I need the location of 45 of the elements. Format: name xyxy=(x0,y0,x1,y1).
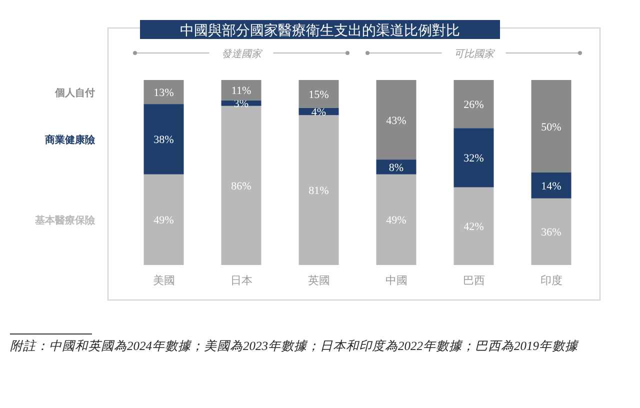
bar xyxy=(531,198,572,265)
data-label: 81% xyxy=(308,185,329,198)
bar xyxy=(298,80,339,108)
bar xyxy=(454,80,494,128)
x-tick-label: 英國 xyxy=(308,274,330,287)
x-tick-label: 中國 xyxy=(385,274,408,287)
bar xyxy=(454,187,494,265)
data-label: 13% xyxy=(154,87,174,100)
data-label: 32% xyxy=(464,152,484,165)
bar xyxy=(221,106,262,265)
x-tick-label: 印度 xyxy=(540,274,562,287)
bar xyxy=(144,174,184,265)
data-label: 49% xyxy=(386,214,406,227)
text: 商業健康險 xyxy=(44,134,96,146)
bar xyxy=(144,104,184,174)
bar xyxy=(531,80,572,172)
bar xyxy=(298,115,339,265)
data-label: 38% xyxy=(154,134,174,146)
data-label: 50% xyxy=(541,121,562,134)
data-label: 26% xyxy=(464,99,484,112)
data-label: 8% xyxy=(388,162,404,174)
data-label: 4% xyxy=(311,106,326,118)
bar xyxy=(221,80,262,100)
data-label: 42% xyxy=(464,221,484,234)
data-label: 49% xyxy=(154,214,174,227)
text: 附註：中國和英國為2024年數據；美國為2023年數據；日本和印度為2022年數據；巴西為2019年數據 xyxy=(10,339,579,353)
bar xyxy=(531,172,572,198)
data-label: 43% xyxy=(386,114,406,127)
chart-title: 中國與部分國家醫療衛生支出的渠道比例對比 xyxy=(180,23,460,39)
data-label: 11% xyxy=(231,85,252,98)
title: 中國與部分國家醫療衛生支出的渠道比例對比 xyxy=(140,20,500,39)
data-label: 86% xyxy=(231,180,252,192)
x-tick-label: 巴西 xyxy=(462,275,485,287)
text: 個人自付 xyxy=(54,87,95,100)
data-label: 36% xyxy=(541,226,562,239)
bar xyxy=(376,80,416,160)
bar xyxy=(144,80,184,104)
text: 基本醫療保險 xyxy=(34,214,96,227)
bar xyxy=(376,160,416,174)
x-tick-label: 美國 xyxy=(152,274,175,287)
bar xyxy=(376,174,416,265)
bar xyxy=(454,128,494,188)
x-tick-label: 日本 xyxy=(230,274,252,287)
data-label: 15% xyxy=(308,88,329,101)
data-label: 14% xyxy=(541,180,562,192)
